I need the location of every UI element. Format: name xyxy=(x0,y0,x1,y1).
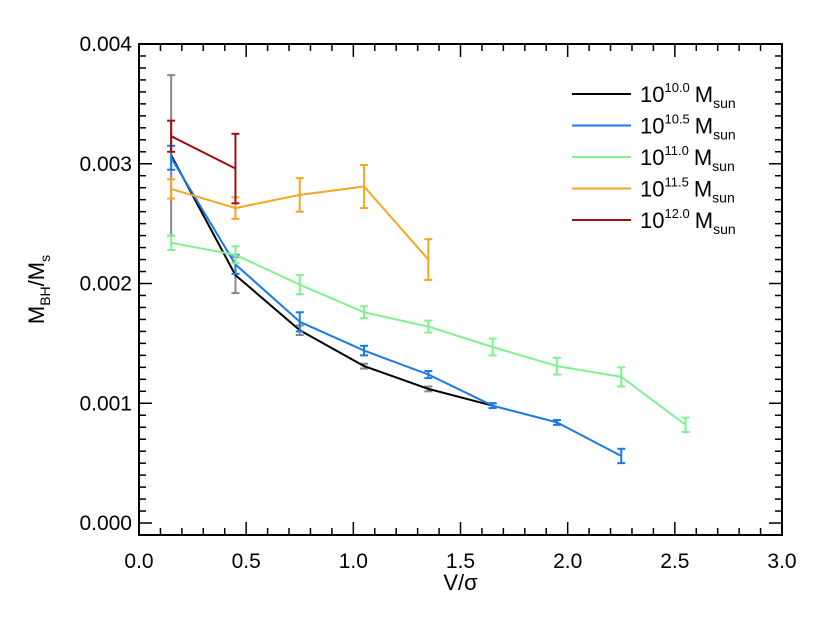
x-tick-label: 1.0 xyxy=(339,550,368,573)
series-layer xyxy=(167,74,690,465)
legend-item: 1010.5 Msun xyxy=(572,112,736,143)
series-1 xyxy=(167,144,626,465)
legend-label: 1011.0 Msun xyxy=(640,143,735,174)
x-tick-label: 3.0 xyxy=(767,550,796,573)
series-2 xyxy=(167,234,690,434)
y-tick-label: 0.001 xyxy=(79,392,132,415)
y-tick-label: 0.000 xyxy=(79,512,132,535)
plot-frame xyxy=(138,43,783,536)
y-tick-label: 0.003 xyxy=(79,153,132,176)
series-4 xyxy=(167,119,240,205)
y-tick-label: 0.004 xyxy=(79,33,132,56)
series-line-2 xyxy=(171,241,687,426)
x-tick-label: 2.5 xyxy=(660,550,689,573)
x-tick-label: 2.0 xyxy=(553,550,582,573)
series-line-0 xyxy=(170,154,493,407)
y-axis-title-sep: /M xyxy=(24,262,49,286)
y-axis-title-main: M xyxy=(24,306,49,324)
y-axis-title: MBH/Ms xyxy=(24,255,53,324)
legend-item: 1012.0 Msun xyxy=(572,206,736,237)
y-axis-ticks: 0.000 0.001 0.002 0.003 0.004 xyxy=(79,33,782,536)
legend-label: 1012.0 Msun xyxy=(640,206,736,237)
series-0 xyxy=(167,74,497,410)
x-tick-label: 1.5 xyxy=(446,550,475,573)
legend-label: 1010.0 Msun xyxy=(640,80,736,111)
legend-item: 1010.0 Msun xyxy=(572,80,736,111)
y-tick-label: 0.002 xyxy=(79,273,132,296)
y-axis-title-sub-bh: BH xyxy=(37,286,53,305)
series-line-1 xyxy=(170,157,622,457)
x-tick-label: 0.5 xyxy=(232,550,261,573)
series-line-3 xyxy=(170,185,430,261)
legend-label: 1011.5 Msun xyxy=(640,175,735,206)
x-axis-title: V/σ xyxy=(443,570,478,595)
series-line-4 xyxy=(170,135,236,170)
legend-item: 1011.5 Msun xyxy=(572,175,735,206)
legend-label: 1010.5 Msun xyxy=(640,112,736,143)
y-axis-title-sub-s: s xyxy=(37,255,53,262)
x-tick-label: 0.0 xyxy=(124,550,153,573)
legend-item: 1011.0 Msun xyxy=(572,143,735,174)
